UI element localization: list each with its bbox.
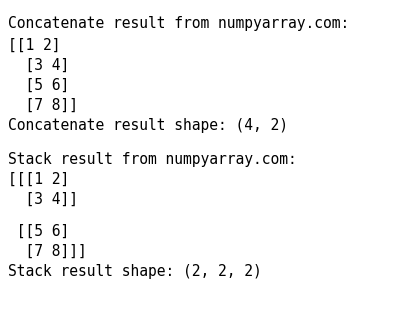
Text: Concatenate result from numpyarray.com:: Concatenate result from numpyarray.com: xyxy=(8,16,348,31)
Text: [3 4]: [3 4] xyxy=(8,58,69,73)
Text: [7 8]]: [7 8]] xyxy=(8,98,78,113)
Text: Concatenate result shape: (4, 2): Concatenate result shape: (4, 2) xyxy=(8,118,287,133)
Text: [[1 2]: [[1 2] xyxy=(8,38,61,53)
Text: [7 8]]]: [7 8]]] xyxy=(8,244,87,259)
Text: [5 6]: [5 6] xyxy=(8,78,69,93)
Text: [[[1 2]: [[[1 2] xyxy=(8,172,69,187)
Text: [3 4]]: [3 4]] xyxy=(8,192,78,207)
Text: [[5 6]: [[5 6] xyxy=(8,224,69,239)
Text: Stack result from numpyarray.com:: Stack result from numpyarray.com: xyxy=(8,152,296,167)
Text: Stack result shape: (2, 2, 2): Stack result shape: (2, 2, 2) xyxy=(8,264,261,279)
